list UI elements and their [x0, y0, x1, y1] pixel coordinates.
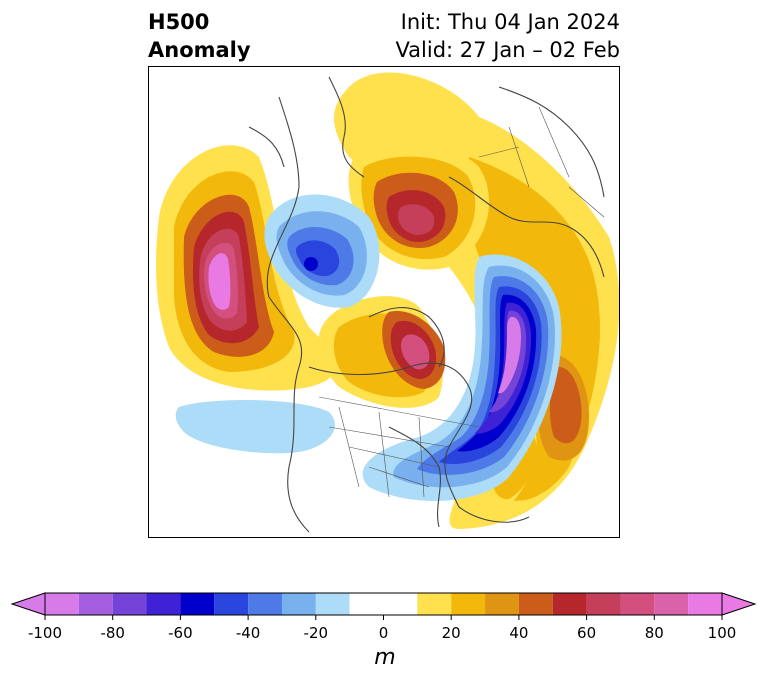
title-variable: H500	[148, 10, 210, 34]
colorbar-segment	[654, 593, 689, 615]
ridge-pacific-90	[208, 253, 231, 310]
colorbar-segment	[112, 593, 147, 615]
colorbar-segment	[349, 593, 418, 615]
title-left: H500 Anomaly	[148, 8, 251, 64]
colorbar-unit-label: m	[374, 645, 396, 670]
trough-pacific-10	[175, 400, 335, 454]
colorbar-segment	[417, 593, 452, 615]
title-right: Init: Thu 04 Jan 2024 Valid: 27 Jan – 02…	[395, 8, 620, 64]
colorbar-segment	[248, 593, 282, 615]
colorbar-tick-label: -80	[100, 624, 125, 642]
title-type: Anomaly	[148, 38, 251, 62]
colorbar-tick-label: 60	[577, 624, 596, 642]
colorbar-tick-label: -40	[236, 624, 261, 642]
colorbar: -100 -80 -60 -40 -20 0 20 40 60 80 100	[10, 592, 757, 642]
colorbar-tick-label: 20	[442, 624, 461, 642]
colorbar-tick-label: -20	[304, 624, 329, 642]
colorbar-segments	[10, 592, 757, 616]
colorbar-segment	[688, 593, 722, 615]
anomaly-contours	[156, 72, 619, 529]
colorbar-segment	[78, 593, 113, 615]
colorbar-segment	[45, 593, 79, 615]
colorbar-tick-label: -60	[168, 624, 193, 642]
colorbar-segment	[451, 593, 486, 615]
map-panel	[148, 66, 620, 538]
colorbar-segment	[281, 593, 316, 615]
colorbar-extend-high	[721, 592, 757, 616]
coastlines	[248, 76, 605, 533]
trough-east-100	[498, 316, 521, 394]
colorbar-segment	[620, 593, 655, 615]
colorbar-tick-label: 80	[645, 624, 664, 642]
anomaly-east-40	[549, 367, 582, 444]
colorbar-ticks: -100 -80 -60 -40 -20 0 20 40 60 80 100	[28, 615, 736, 642]
colorbar-segment	[315, 593, 350, 615]
anomaly-map	[156, 72, 619, 533]
valid-range: Valid: 27 Jan – 02 Feb	[395, 38, 620, 62]
colorbar-segment	[552, 593, 587, 615]
colorbar-segment	[485, 593, 519, 615]
ridge-pole-70	[398, 204, 435, 235]
country-borders	[318, 106, 605, 498]
colorbar-segment	[180, 593, 215, 615]
colorbar-segment	[146, 593, 181, 615]
colorbar-segment	[214, 593, 249, 615]
colorbar-segment	[518, 593, 553, 615]
colorbar-tick-label: -100	[28, 624, 62, 642]
ridge-central-80	[401, 334, 430, 370]
colorbar-tick-label: 0	[379, 624, 389, 642]
trough-canada-60	[304, 257, 318, 271]
init-date: Init: Thu 04 Jan 2024	[400, 10, 620, 34]
colorbar-extend-low	[10, 592, 46, 616]
colorbar-tick-label: 100	[708, 624, 737, 642]
colorbar-tick-label: 40	[509, 624, 528, 642]
colorbar-segment	[586, 593, 621, 615]
